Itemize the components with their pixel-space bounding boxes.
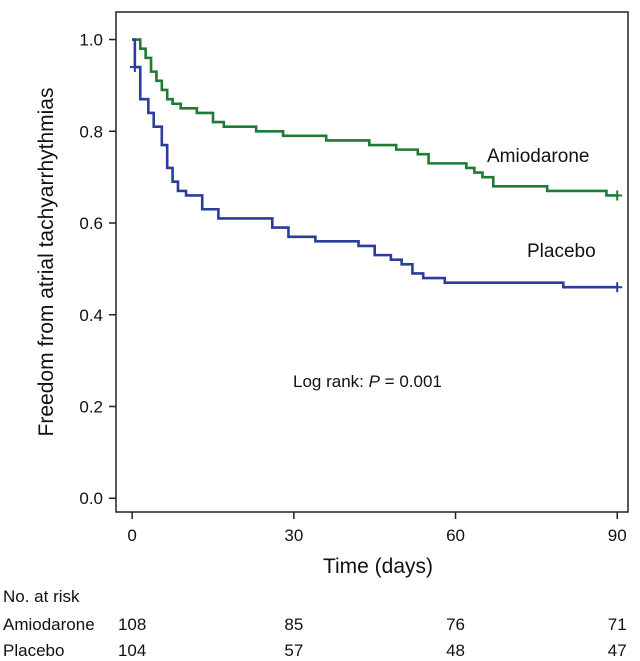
risk-row-label-placebo: Placebo	[3, 641, 65, 660]
series-line-amiodarone	[132, 38, 618, 197]
series-label-amiodarone: Amiodarone	[487, 146, 589, 167]
series-line-placebo	[132, 38, 618, 289]
risk-value: 104	[117, 641, 147, 660]
risk-value: 47	[607, 641, 627, 660]
x-axis-title: Time (days)	[323, 555, 433, 578]
y-tick-label: 0.0	[79, 489, 103, 508]
x-tick-label: 60	[446, 526, 465, 545]
risk-value: 71	[607, 615, 627, 634]
risk-row-label-amiodarone: Amiodarone	[3, 615, 95, 634]
risk-value: 57	[284, 641, 304, 660]
y-tick-label: 1.0	[79, 31, 103, 50]
plot-frame	[115, 11, 629, 513]
km-chart: 0.0 0.2 0.4 0.6 0.8 1.0 0 30 60 90 Time (days) Fr…	[35, 11, 629, 578]
risk-value: 48	[446, 641, 465, 660]
y-tick-label: 0.6	[79, 214, 103, 233]
risk-value: 108	[117, 615, 147, 634]
y-tick-label: 0.4	[79, 306, 103, 325]
risk-value: 85	[284, 615, 304, 634]
x-tick-label: 0	[127, 526, 136, 545]
x-tick-label: 90	[608, 526, 627, 545]
x-tick-label: 30	[284, 526, 303, 545]
y-axis-title: Freedom from atrial tachyarrhythmias	[35, 88, 58, 437]
y-tick-label: 0.8	[79, 122, 103, 141]
series-label-placebo: Placebo	[527, 241, 596, 262]
logrank-annotation: Log rank: P = 0.001	[293, 372, 442, 391]
risk-value: 76	[446, 615, 465, 634]
y-tick-label: 0.2	[79, 397, 103, 416]
risk-table-title: No. at risk	[3, 587, 80, 606]
